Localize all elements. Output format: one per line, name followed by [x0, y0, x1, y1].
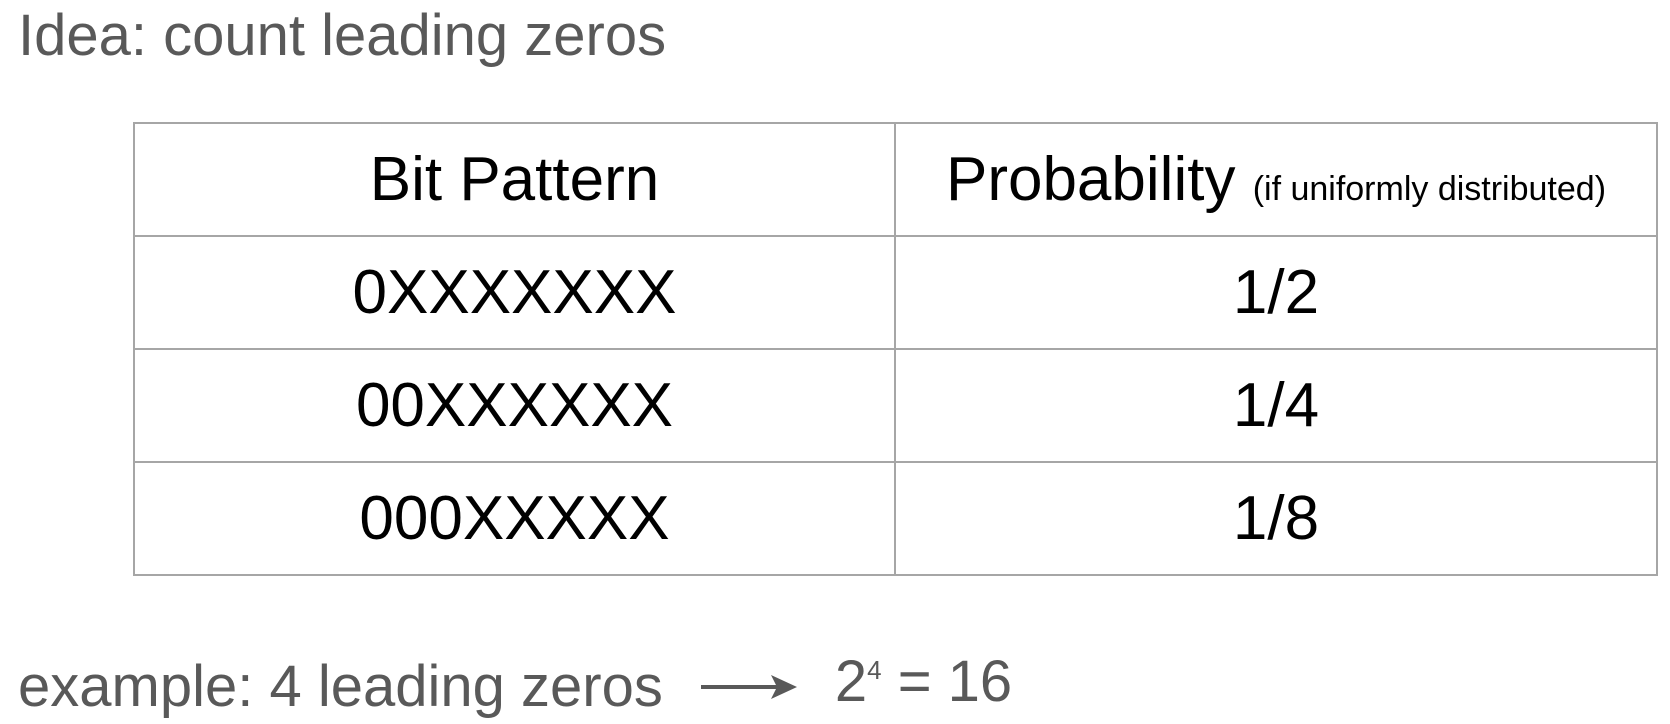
header-bit-pattern: Bit Pattern: [133, 122, 896, 237]
probability-table-container: Bit Pattern Probability (if uniformly di…: [133, 122, 1658, 576]
formula-base: 2: [834, 649, 868, 714]
table-header-row: Bit Pattern Probability (if uniformly di…: [133, 122, 1658, 237]
formula-exponent: 4: [867, 655, 882, 685]
example-line: example: 4 leading zeros 24 = 16: [18, 650, 1012, 724]
bit-pattern-cell: 00XXXXXX: [133, 348, 896, 463]
header-probability-note: (if uniformly distributed): [1252, 170, 1607, 208]
formula-result: = 16: [897, 649, 1013, 714]
example-label: example: 4 leading zeros: [18, 654, 663, 719]
header-probability-label: Probability: [945, 145, 1236, 214]
bit-pattern-cell: 000XXXXX: [133, 461, 896, 576]
table-row: 00XXXXXX 1/4: [133, 348, 1658, 463]
table-row: 000XXXXX 1/8: [133, 461, 1658, 576]
header-probability: Probability (if uniformly distributed): [894, 122, 1658, 237]
probability-cell: 1/8: [894, 461, 1658, 576]
probability-table: Bit Pattern Probability (if uniformly di…: [133, 122, 1658, 576]
example-formula: 24 = 16: [835, 650, 1012, 724]
bit-pattern-cell: 0XXXXXXX: [133, 235, 896, 350]
table-row: 0XXXXXXX 1/2: [133, 235, 1658, 350]
slide-title: Idea: count leading zeros: [18, 3, 667, 68]
right-arrow-icon: [700, 675, 797, 699]
probability-cell: 1/2: [894, 235, 1658, 350]
probability-cell: 1/4: [894, 348, 1658, 463]
